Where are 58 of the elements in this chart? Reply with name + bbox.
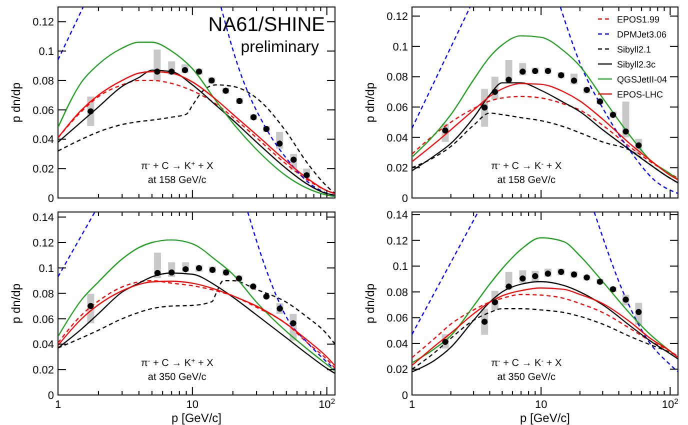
x-axis-title: p [GeV/c] — [520, 411, 570, 425]
annotation: at 158 GeV/c — [148, 175, 206, 186]
y-tick-label: 0.06 — [386, 102, 408, 114]
y-tick-label: 0.14 — [386, 210, 408, 222]
x-tick-label: 1 — [54, 399, 62, 411]
y-tick-label: 0.04 — [32, 134, 54, 146]
x-axis-title: p [GeV/c] — [171, 411, 222, 425]
annotation: at 350 GeV/c — [497, 372, 556, 383]
y-tick-label: 0.1 — [38, 46, 54, 58]
y-tick-label: 0.02 — [32, 364, 54, 377]
y-axis-title: p dn/dp — [9, 283, 23, 324]
annotation: π$^{-}$ + C → K$^{+}$ + X — [140, 358, 214, 369]
legend-label: QGSJetII-04 — [617, 74, 668, 84]
legend-label: EPOS-LHC — [617, 90, 664, 100]
y-tick-label: 0.02 — [32, 164, 54, 176]
y-tick-label: 0.08 — [32, 288, 54, 300]
y-tick-label: 0.12 — [386, 235, 408, 248]
annotation: at 158 GeV/c — [497, 175, 556, 186]
annotation: at 350 GeV/c — [148, 372, 206, 383]
y-tick-label: 0.04 — [32, 339, 54, 352]
y-tick-label: 0.12 — [32, 16, 54, 29]
x-tick-label: 10$^{2}$ — [662, 396, 678, 411]
y-tick-label: 0.1 — [392, 261, 408, 274]
y-tick-label: 0.02 — [386, 162, 408, 175]
legend-label: Sibyll2.1 — [617, 44, 652, 54]
y-tick-label: 0.08 — [32, 75, 54, 88]
annotation: π$^{-}$ + C → K$^{+}$ + X — [140, 160, 214, 172]
legend-label: DPMJet3.06 — [617, 30, 667, 40]
y-tick-label: 0.06 — [32, 104, 54, 117]
y-tick-label: 0.08 — [386, 286, 408, 299]
y-tick-label: 0 — [402, 390, 408, 402]
legend-label: EPOS1.99 — [617, 14, 660, 24]
chart-title: NA61/SHINE — [208, 14, 325, 36]
x-tick-label: 10 — [534, 399, 548, 411]
text: preliminary — [240, 39, 319, 56]
y-axis-title: p dn/dp — [9, 82, 23, 123]
y-tick-label: 0.12 — [32, 238, 54, 250]
x-tick-label: 10$^{2}$ — [318, 396, 336, 411]
y-tick-label: 0.08 — [386, 72, 408, 84]
y-tick-label: 0.06 — [32, 314, 54, 326]
y-tick-label: 0 — [48, 193, 54, 205]
x-tick-label: 10 — [186, 399, 199, 411]
y-tick-label: 0.02 — [386, 364, 408, 376]
y-tick-label: 0.04 — [386, 338, 408, 350]
y-tick-label: 0 — [402, 193, 408, 205]
legend-label: Sibyll2.3c — [617, 60, 656, 70]
annotation: π$^{-}$ + C → K$^{-}$ + X — [491, 160, 562, 172]
y-axis-title: p dn/dp — [363, 82, 377, 123]
x-tick-label: 1 — [408, 399, 416, 411]
y-tick-label: 0.14 — [32, 212, 54, 224]
y-tick-label: 0.1 — [38, 262, 54, 275]
y-tick-label: 0.04 — [386, 132, 408, 144]
y-tick-label: 0.1 — [392, 41, 408, 54]
y-axis-title: p dn/dp — [363, 283, 377, 324]
y-tick-label: 0.12 — [386, 11, 408, 24]
y-tick-label: 0 — [48, 390, 54, 402]
y-tick-label: 0.06 — [386, 312, 408, 325]
annotation: π$^{-}$ + C → K$^{-}$ + X — [491, 358, 562, 369]
